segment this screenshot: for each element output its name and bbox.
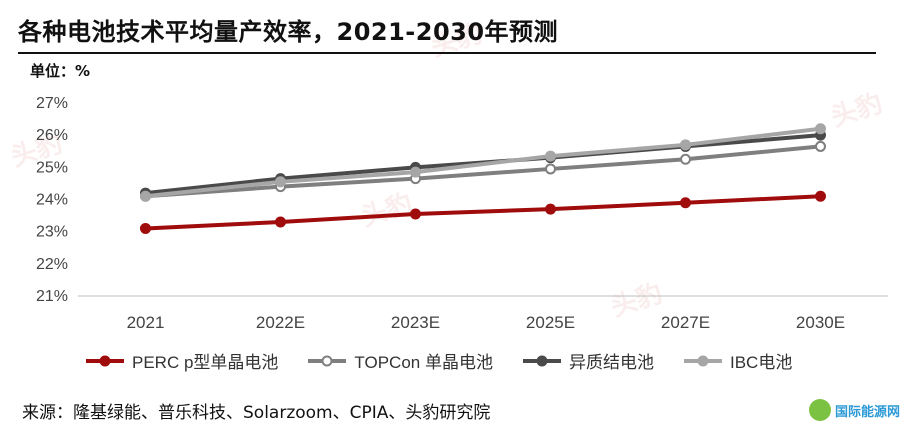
- series-line-1: [145, 144, 821, 199]
- x-tick-label: 2021: [127, 313, 165, 332]
- legend-label: TOPCon 单晶电池: [354, 353, 493, 372]
- legend-label: IBC电池: [729, 353, 793, 372]
- legend-swatch: [522, 355, 561, 366]
- data-point: [680, 153, 691, 165]
- data-point: [140, 222, 151, 234]
- x-tick-label: 2025E: [526, 313, 575, 332]
- chart-legend: PERC p型单晶电池 TOPCon 单晶电池 异质结电池 IBC电池: [84, 348, 820, 373]
- y-tick-label: 25%: [36, 159, 68, 176]
- legend-swatch: [683, 355, 722, 366]
- data-point: [545, 203, 556, 215]
- title-divider: [18, 52, 876, 54]
- source-note: 来源：隆基绿能、普乐科技、Solarzoom、CPIA、头豹研究院: [22, 403, 491, 423]
- y-tick-label: 26%: [36, 127, 68, 144]
- data-point: [140, 190, 151, 202]
- page-title: 各种电池技术平均量产效率，2021-2030年预测: [18, 18, 559, 46]
- data-point: [545, 150, 556, 162]
- legend-item: IBC电池: [682, 348, 792, 373]
- unit-label: 单位：%: [30, 62, 91, 80]
- x-tick-label: 2022E: [256, 313, 305, 332]
- brand-logo: 国际能源网: [808, 399, 900, 421]
- data-point: [275, 216, 286, 228]
- chart-axes: 21% 22% 23% 24% 25% 26% 27% 2021 2022E 2023E 2025E…: [36, 95, 888, 332]
- legend-item: 异质结电池: [521, 348, 654, 373]
- chart-series: [140, 123, 826, 234]
- data-point: [815, 123, 826, 135]
- legend-item: TOPCon 单晶电池: [306, 348, 493, 373]
- x-tick-label: 2030E: [796, 313, 845, 332]
- y-tick-label: 24%: [36, 192, 68, 209]
- legend-item: PERC p型单晶电池: [84, 348, 278, 373]
- x-tick-label: 2027E: [661, 313, 710, 332]
- y-tick-label: 21%: [36, 288, 68, 305]
- data-point: [275, 176, 286, 188]
- series-line-0: [145, 194, 821, 231]
- legend-label: PERC p型单晶电池: [132, 353, 279, 372]
- legend-swatch: [308, 355, 347, 366]
- brand-icon: [808, 399, 831, 421]
- data-point: [815, 190, 826, 202]
- data-point: [680, 197, 691, 209]
- data-point: [680, 139, 691, 151]
- data-point: [815, 140, 826, 152]
- data-point: [410, 208, 421, 220]
- brand-text: 国际能源网: [834, 403, 900, 419]
- x-tick-label: 2023E: [391, 313, 440, 332]
- y-tick-label: 27%: [36, 95, 68, 112]
- y-tick-label: 22%: [36, 256, 68, 273]
- legend-swatch: [86, 355, 124, 366]
- data-point: [410, 166, 421, 178]
- y-tick-label: 23%: [36, 224, 68, 241]
- line-chart: 21% 22% 23% 24% 25% 26% 27% 2021 2022E 2023E 2025E…: [36, 95, 888, 332]
- series-line-3: [145, 126, 821, 199]
- legend-label: 异质结电池: [568, 353, 654, 372]
- data-point: [545, 163, 556, 175]
